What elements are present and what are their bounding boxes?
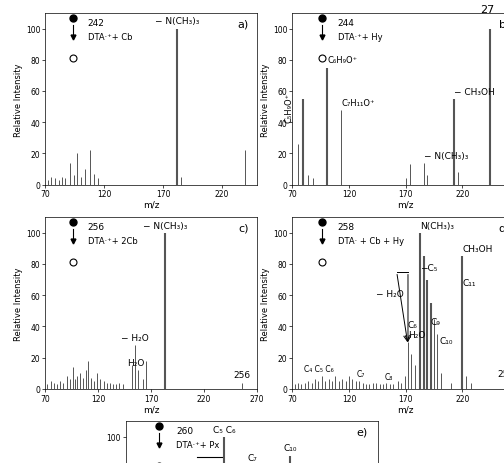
Text: c): c) xyxy=(238,223,248,233)
Text: N(CH₃)₃: N(CH₃)₃ xyxy=(420,221,455,230)
Text: C₁₀: C₁₀ xyxy=(283,444,296,452)
Text: C₆: C₆ xyxy=(408,321,418,330)
Text: − N(CH₃)₃: − N(CH₃)₃ xyxy=(424,151,468,160)
Y-axis label: Relative Intensity: Relative Intensity xyxy=(261,267,270,340)
Text: CH₃OH: CH₃OH xyxy=(463,244,493,253)
Text: C₆H₉O⁺: C₆H₉O⁺ xyxy=(328,56,358,65)
Text: −C₅: −C₅ xyxy=(420,263,438,272)
Text: DTA·⁺+ Hy: DTA·⁺+ Hy xyxy=(338,33,383,42)
Text: 256: 256 xyxy=(234,370,251,380)
Text: C₇H₁₁O⁺: C₇H₁₁O⁺ xyxy=(341,98,374,107)
Text: 256: 256 xyxy=(88,223,105,232)
Text: C₁₁: C₁₁ xyxy=(463,279,476,288)
Text: C₅ C₆: C₅ C₆ xyxy=(213,425,235,434)
Text: e): e) xyxy=(357,426,368,437)
Text: C₇: C₇ xyxy=(356,369,364,378)
Text: a): a) xyxy=(237,19,248,29)
Text: DTA· + Cb + Hy: DTA· + Cb + Hy xyxy=(338,237,404,245)
Text: 258: 258 xyxy=(497,369,504,378)
Text: H₂O: H₂O xyxy=(408,330,425,339)
Text: DTA·⁺+ Cb: DTA·⁺+ Cb xyxy=(88,33,132,42)
Text: b): b) xyxy=(498,19,504,29)
Text: − H₂O: − H₂O xyxy=(376,290,404,299)
Text: DTA·⁺+ 2Cb: DTA·⁺+ 2Cb xyxy=(88,237,138,245)
Text: DTA·⁺+ Px: DTA·⁺+ Px xyxy=(176,440,220,449)
X-axis label: m/z: m/z xyxy=(143,404,159,413)
Text: 242: 242 xyxy=(88,19,104,28)
Text: 258: 258 xyxy=(338,223,355,232)
Y-axis label: Relative Intensity: Relative Intensity xyxy=(14,267,23,340)
Text: d): d) xyxy=(498,223,504,233)
Y-axis label: Relative Intensity: Relative Intensity xyxy=(261,63,270,136)
X-axis label: m/z: m/z xyxy=(143,200,159,209)
Text: − H₂O: − H₂O xyxy=(121,333,149,342)
Text: − CH₃OH: − CH₃OH xyxy=(455,88,495,96)
Text: C₉: C₉ xyxy=(430,318,440,326)
Text: C₈: C₈ xyxy=(385,372,393,381)
Text: − N(CH₃)₃: − N(CH₃)₃ xyxy=(143,221,187,230)
Text: H₂O: H₂O xyxy=(127,358,144,367)
Text: 244: 244 xyxy=(338,19,354,28)
Text: C₁₀: C₁₀ xyxy=(439,336,453,345)
Text: − N(CH₃)₃: − N(CH₃)₃ xyxy=(155,18,199,26)
Text: 27: 27 xyxy=(480,5,494,15)
Text: C₇: C₇ xyxy=(247,453,257,462)
X-axis label: m/z: m/z xyxy=(398,404,414,413)
Y-axis label: Relative Intensity: Relative Intensity xyxy=(14,63,23,136)
Text: C₄ C₅ C₆: C₄ C₅ C₆ xyxy=(303,364,333,373)
X-axis label: m/z: m/z xyxy=(398,200,414,209)
Text: 260: 260 xyxy=(176,426,194,435)
Text: C₅H₉O⁺: C₅H₉O⁺ xyxy=(284,93,293,123)
